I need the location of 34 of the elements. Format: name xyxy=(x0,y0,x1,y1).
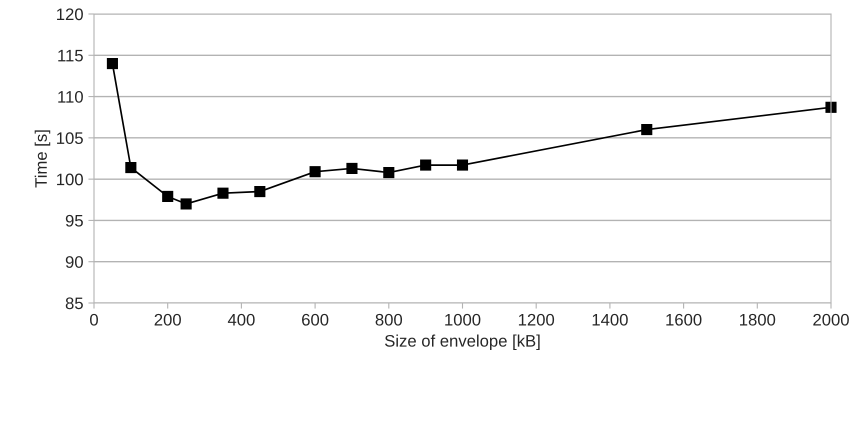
point xyxy=(310,166,321,178)
x-tick-label: 1800 xyxy=(740,314,776,326)
y-tick-label: 105 xyxy=(57,132,83,144)
x-tick-label: 1200 xyxy=(518,314,554,326)
y-tick-label: 95 xyxy=(66,214,83,227)
point xyxy=(825,102,837,113)
x-tick-label: 2000 xyxy=(813,314,849,326)
point xyxy=(420,160,432,171)
point xyxy=(254,186,266,198)
x-tick-label: 0 xyxy=(90,314,98,326)
y-tick-label: 100 xyxy=(57,174,83,186)
y-axis-title: Time [s] xyxy=(34,130,50,188)
y-tick-label: 115 xyxy=(58,50,83,62)
y-tick-label: 110 xyxy=(58,90,83,103)
point xyxy=(217,188,229,199)
x-tick-label: 800 xyxy=(376,314,402,326)
point xyxy=(641,124,652,136)
point xyxy=(346,162,358,174)
y-tick-label: 85 xyxy=(66,297,83,310)
point xyxy=(383,166,394,178)
x-tick-label: 200 xyxy=(154,314,181,326)
x-tick-label: 400 xyxy=(228,314,255,326)
point xyxy=(180,198,192,210)
y-tick-label: 120 xyxy=(57,8,83,20)
x-tick-label: 1600 xyxy=(666,314,702,326)
x-tick-label: 1000 xyxy=(445,314,480,326)
point xyxy=(125,162,136,174)
x-axis-title: Size of envelope [kB] xyxy=(384,334,540,350)
x-tick-label: 600 xyxy=(302,314,328,326)
x-tick-label: 1400 xyxy=(592,314,628,326)
y-tick-label: 90 xyxy=(66,256,83,268)
point xyxy=(106,58,118,70)
point xyxy=(162,190,174,202)
point xyxy=(456,160,468,171)
